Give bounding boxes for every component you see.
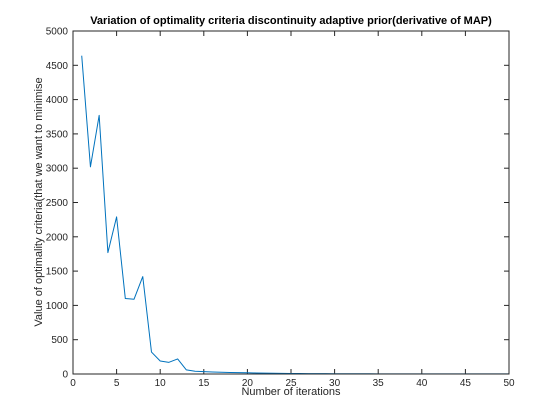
x-tick-label: 0 — [70, 378, 76, 389]
x-tick-label: 45 — [460, 378, 472, 389]
x-tick-label: 20 — [242, 378, 254, 389]
y-tick-label: 4000 — [46, 95, 69, 106]
y-tick-label: 2500 — [46, 198, 69, 209]
x-tick-label: 25 — [285, 378, 297, 389]
y-tick-label: 3500 — [46, 129, 69, 140]
y-tick-label: 0 — [62, 370, 68, 381]
y-tick-label: 1000 — [46, 301, 69, 312]
axes-box — [72, 30, 510, 375]
x-tick-label: 50 — [503, 378, 515, 389]
y-tick-label: 2000 — [46, 232, 69, 243]
x-tick-label: 40 — [416, 378, 428, 389]
plot-area — [73, 31, 509, 374]
y-axis-label: Value of optimality criteria(that we wan… — [33, 77, 45, 326]
y-tick-label: 3000 — [46, 164, 69, 175]
x-tick-label: 30 — [329, 378, 341, 389]
y-tick-label: 4500 — [46, 61, 69, 72]
y-tick-label: 500 — [51, 335, 68, 346]
x-tick-label: 15 — [198, 378, 210, 389]
tick-labels: 0 5 10 15 20 25 30 35 40 45 5005001000150020002500… — [46, 27, 515, 390]
x-tick-label: 5 — [114, 378, 120, 389]
x-tick-label: 10 — [155, 378, 167, 389]
x-axis-label: Number of iterations — [241, 386, 341, 398]
chart-title: Variation of optimality criteria discont… — [90, 15, 492, 27]
y-tick-label: 1500 — [46, 267, 69, 278]
x-tick-label: 35 — [373, 378, 385, 389]
y-tick-label: 5000 — [46, 27, 69, 38]
